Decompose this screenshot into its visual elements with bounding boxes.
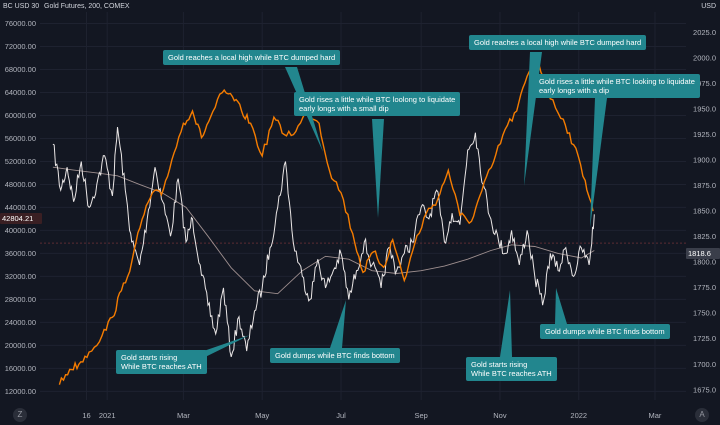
left-tick-label: 48000.00 [5,180,36,189]
annotation-line: Gold starts rising [471,360,528,369]
annotation-pointer [330,300,346,348]
left-tick-label: 24000.00 [5,318,36,327]
left-tick-label: 52000.00 [5,157,36,166]
x-tick-label: Mar [649,411,662,420]
left-tick-label: 76000.00 [5,19,36,28]
ma-line [52,166,595,295]
annotation-pointer [590,98,607,228]
annotation-line: early longs with a dip [539,86,610,95]
left-tick-label: 44000.00 [5,203,36,212]
right-tick-label: 1675.0 [693,385,716,394]
x-tick-label: May [255,411,269,420]
x-tick-label: 16 [82,411,90,420]
right-tick-label: 1800.0 [693,258,716,267]
left-tick-label: 64000.00 [5,88,36,97]
left-tick-label: 12000.00 [5,387,36,396]
right-tick-label: 2025.0 [693,28,716,37]
x-tick-label: Jul [336,411,346,420]
gold-price-label: 1818.6 [686,248,720,259]
annotation-line: While BTC reaches ATH [471,369,552,378]
right-tick-label: 1750.0 [693,309,716,318]
right-tick-label: 1925.0 [693,130,716,139]
left-tick-label: 20000.00 [5,341,36,350]
annotation-gold-starts-rising-2: Gold starts rising While BTC reaches ATH [466,357,557,381]
left-tick-label: 16000.00 [5,364,36,373]
annotation-gold-starts-rising-1: Gold starts rising While BTC reaches ATH [116,350,207,374]
right-tick-label: 1950.0 [693,105,716,114]
annotation-pointer [372,119,384,218]
annotation-pointer [555,288,567,324]
grid-lines [40,12,686,400]
right-tick-label: 1875.0 [693,181,716,190]
annotation-line: Gold reaches a local high while BTC dump… [168,53,336,62]
left-tick-label: 68000.00 [5,65,36,74]
left-axis: 76000.00 72000.00 68000.00 64000.00 60000.00… [5,19,36,396]
x-tick-label: Sep [414,411,427,420]
annotation-line: While BTC reaches ATH [121,362,202,371]
auto-scale-icon[interactable]: A [695,408,709,422]
right-tick-label: 2000.0 [693,53,716,62]
right-tick-label: 1775.0 [693,283,716,292]
right-tick-label: 1825.0 [693,232,716,241]
annotation-pointer [500,290,512,357]
annotation-gold-dumps-1: Gold dumps while BTC finds bottom [270,348,400,363]
x-tick-label: Nov [493,411,507,420]
annotation-line: Gold dumps while BTC finds bottom [545,327,665,336]
x-axis: 16 2021 Mar May Jul Sep Nov 2022 Mar [82,411,662,420]
left-tick-label: 28000.00 [5,295,36,304]
timezone-icon[interactable]: Z [13,408,27,422]
left-tick-label: 40000.00 [5,226,36,235]
annotation-line: early longs with a small dip [299,104,389,113]
left-tick-label: 36000.00 [5,249,36,258]
right-tick-label: 1900.0 [693,156,716,165]
annotation-gold-rises-2: Gold rises a little while BTC looking to… [534,74,700,98]
left-axis-label: BC USD 30 [3,3,40,10]
right-tick-label: 1725.0 [693,334,716,343]
annotation-gold-dumps-2: Gold dumps while BTC finds bottom [540,324,670,339]
right-tick-label: 1975.0 [693,79,716,88]
right-tick-label: 1850.0 [693,207,716,216]
annotation-line: Gold rises a little while BTC loolong to… [299,95,456,104]
annotation-pointer [195,335,250,362]
x-tick-label: Mar [177,411,190,420]
right-axis-label: USD [701,3,716,10]
btc-price-label: 42804.21 [0,213,42,224]
left-tick-label: 56000.00 [5,134,36,143]
chart-title: Gold Futures, 200, COMEX [44,3,130,10]
series-lines [52,61,595,385]
annotation-line: Gold rises a little while BTC looking to… [539,77,695,86]
annotation-line: Gold dumps while BTC finds bottom [275,351,395,360]
right-tick-label: 1700.0 [693,360,716,369]
left-tick-label: 72000.00 [5,42,36,51]
x-tick-label: 2022 [570,411,587,420]
left-tick-label: 32000.00 [5,272,36,281]
annotation-gold-local-high-1: Gold reaches a local high while BTC dump… [163,50,341,65]
gold-line [58,61,594,385]
x-tick-label: 2021 [99,411,116,420]
annotation-line: Gold reaches a local high while BTC dump… [474,38,642,47]
left-tick-label: 60000.00 [5,111,36,120]
annotation-gold-local-high-2: Gold reaches a local high while BTC dump… [469,35,647,50]
btc-line [52,126,595,358]
annotation-gold-rises-1: Gold rises a little while BTC loolong to… [294,92,461,116]
right-axis: 2025.0 2000.0 1975.0 1950.0 1925.0 1900.0 1875… [693,28,716,394]
annotation-pointer [524,52,542,186]
annotation-line: Gold starts rising [121,353,178,362]
